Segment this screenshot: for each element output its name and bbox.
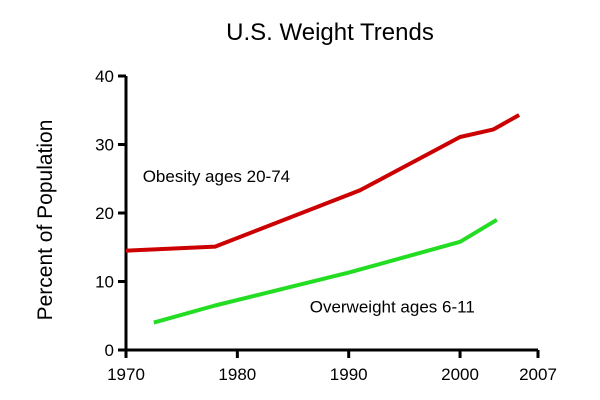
y-axis-title: Percent of Population <box>34 120 57 321</box>
y-tick-label: 30 <box>95 136 114 155</box>
y-tick-label: 10 <box>95 273 114 292</box>
chart-title: U.S. Weight Trends <box>226 19 434 46</box>
x-tick-label: 2007 <box>519 365 557 384</box>
y-tick-label: 20 <box>95 204 114 223</box>
x-tick-label: 1970 <box>107 365 145 384</box>
x-tick-label: 1990 <box>330 365 368 384</box>
series-label-overweight-ages-6-11: Overweight ages 6-11 <box>310 297 475 316</box>
plot-area: 0 10 20 30 40 1970 1980 1990 2000 2007 Obesity age… <box>95 67 557 384</box>
x-tick-label: 2000 <box>441 365 479 384</box>
series-line-obesity-ages-20-74 <box>125 113 521 253</box>
y-tick-label: 0 <box>105 341 114 360</box>
y-tick-label: 40 <box>95 67 114 86</box>
x-tick-label: 1980 <box>218 365 256 384</box>
series-line-overweight-ages-6-11 <box>153 218 498 325</box>
series-label-obesity-ages-20-74: Obesity ages 20-74 <box>143 167 290 186</box>
